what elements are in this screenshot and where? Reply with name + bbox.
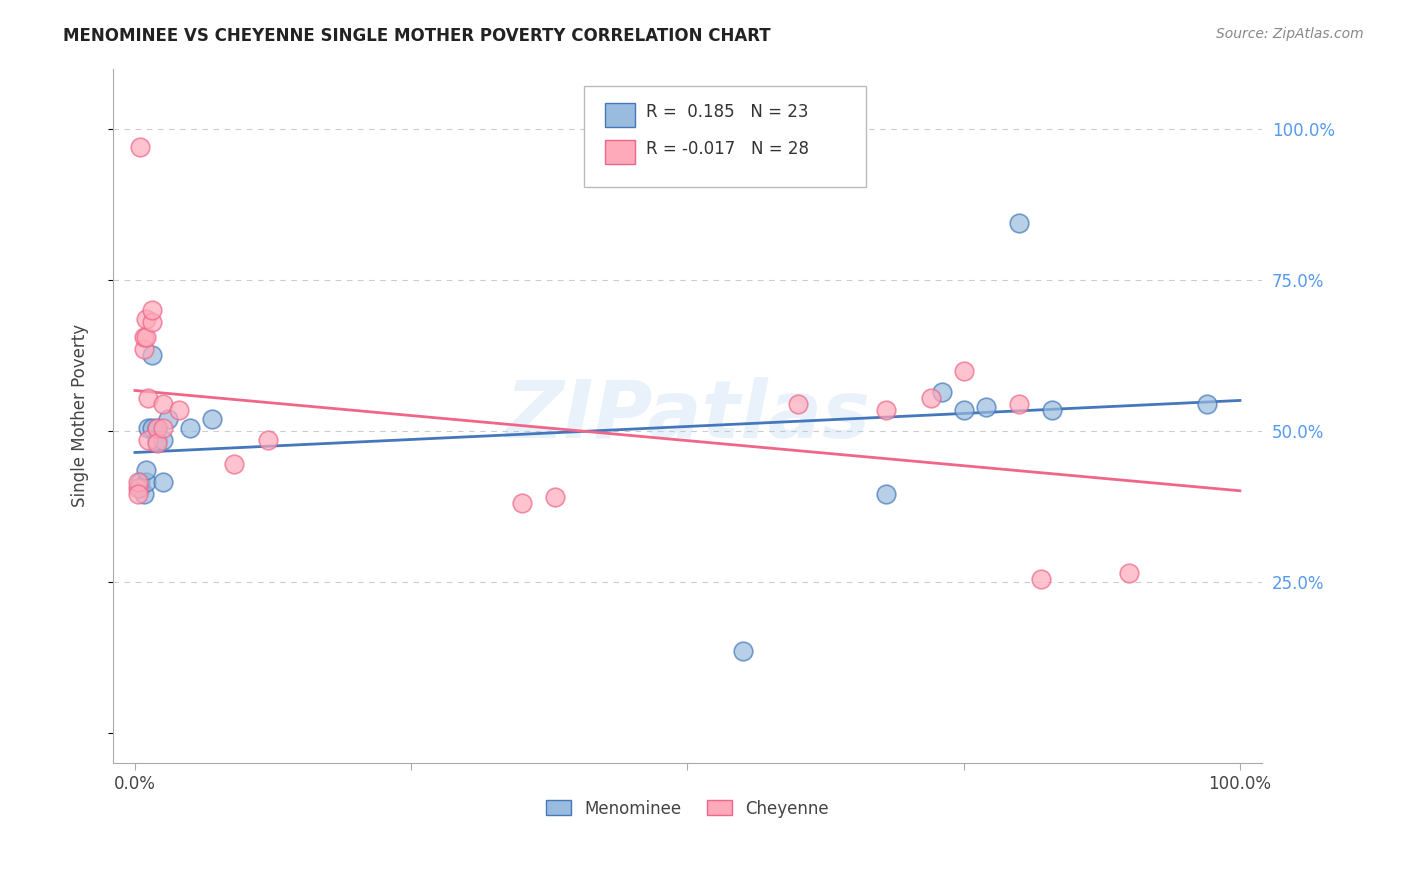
Point [136, 433, 159, 447]
Point [135, 463, 157, 477]
Point [132, 330, 155, 344]
Point [920, 391, 942, 405]
Point [127, 475, 149, 490]
Point [179, 421, 201, 435]
Point [129, 475, 152, 490]
Point [132, 343, 155, 357]
Point [129, 481, 152, 495]
Point [544, 491, 567, 505]
Point [974, 400, 997, 414]
Text: R = -0.017   N = 28: R = -0.017 N = 28 [647, 140, 808, 158]
Point [136, 391, 159, 405]
Point [141, 421, 163, 435]
Point [146, 436, 169, 450]
Text: Source: ZipAtlas.com: Source: ZipAtlas.com [1216, 27, 1364, 41]
Y-axis label: Single Mother Poverty: Single Mother Poverty [72, 325, 89, 508]
Point [141, 348, 163, 362]
Text: MENOMINEE VS CHEYENNE SINGLE MOTHER POVERTY CORRELATION CHART: MENOMINEE VS CHEYENNE SINGLE MOTHER POVE… [63, 27, 770, 45]
Point [141, 315, 163, 329]
Point [224, 457, 246, 471]
Point [875, 402, 897, 417]
Text: ZIPatlas: ZIPatlas [505, 376, 870, 455]
Point [146, 433, 169, 447]
Point [135, 330, 157, 344]
Point [132, 487, 155, 501]
Text: R =  0.185   N = 23: R = 0.185 N = 23 [647, 103, 808, 121]
Point [129, 140, 152, 154]
FancyBboxPatch shape [605, 139, 634, 163]
Point [152, 421, 174, 435]
Point [1118, 566, 1140, 580]
FancyBboxPatch shape [583, 86, 866, 186]
Point [152, 433, 174, 447]
Point [201, 412, 224, 426]
Point [157, 412, 180, 426]
Legend: Menominee, Cheyenne: Menominee, Cheyenne [540, 793, 835, 824]
Point [135, 475, 157, 490]
Point [1008, 215, 1031, 229]
Point [152, 397, 174, 411]
Point [787, 397, 810, 411]
Point [167, 402, 190, 417]
Point [152, 475, 174, 490]
Point [146, 421, 169, 435]
Point [127, 487, 149, 501]
Point [875, 487, 897, 501]
Point [256, 433, 278, 447]
Point [141, 303, 163, 318]
Point [127, 481, 149, 495]
Point [510, 496, 533, 510]
Point [1008, 397, 1031, 411]
Point [1195, 397, 1218, 411]
Point [136, 421, 159, 435]
Point [952, 363, 974, 377]
Point [1029, 572, 1052, 586]
Point [952, 402, 974, 417]
FancyBboxPatch shape [605, 103, 634, 127]
Point [731, 644, 754, 658]
Point [931, 384, 953, 399]
Point [1040, 402, 1063, 417]
Point [146, 421, 169, 435]
Point [135, 312, 157, 326]
